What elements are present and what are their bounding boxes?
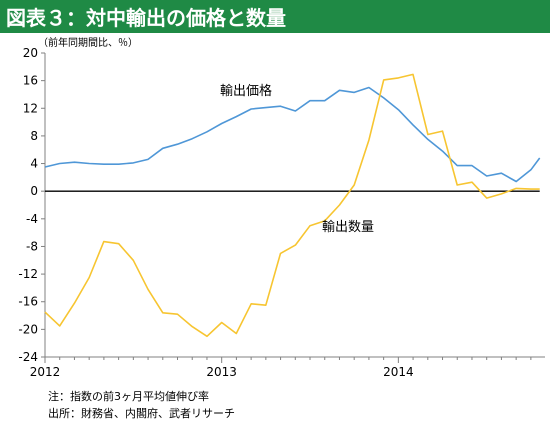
y-tick-label-5: 0 <box>30 184 38 198</box>
chart-area: （前年同期間比、％） 20 16 12 8 4 0 -4 -8 -12 -16 -20 -24 2012… <box>0 33 550 383</box>
y-tick-label-11: -24 <box>18 350 38 364</box>
series-line-1 <box>44 73 540 338</box>
y-tick-label-3: 8 <box>30 129 38 143</box>
annotation-price: 輸出価格 <box>220 83 272 99</box>
x-tick-label-2: 2014 <box>383 365 414 379</box>
y-tick-label-0: 20 <box>23 46 38 60</box>
footnote: 注：指数の前3ヶ月平均値伸び率 <box>48 390 209 403</box>
source-note: 出所：財務省、内閣府、武者リサーチ <box>48 407 235 420</box>
series-lines <box>44 73 541 338</box>
notes: 注：指数の前3ヶ月平均値伸び率 出所：財務省、内閣府、武者リサーチ <box>48 388 235 422</box>
y-tick-label-2: 12 <box>23 101 38 115</box>
y-tick-label-9: -16 <box>18 295 38 309</box>
y-tick-label-6: -4 <box>26 212 38 226</box>
annotation-quantity: 輸出数量 <box>322 220 374 235</box>
header-bar: 図表３：対中輸出の価格と数量 <box>0 0 550 33</box>
y-tick-label-1: 16 <box>23 74 38 88</box>
y-tick-label-7: -8 <box>26 239 38 253</box>
y-tick-label-4: 4 <box>30 157 38 171</box>
line-chart: （前年同期間比、％） 20 16 12 8 4 0 -4 -8 -12 -16 -20 -242012… <box>18 36 545 379</box>
chart-title: 図表３：対中輸出の価格と数量 <box>6 6 286 30</box>
x-tick-label-1: 2013 <box>206 365 237 379</box>
y-tick-label-10: -20 <box>18 322 38 336</box>
x-tick-label-0: 2012 <box>30 365 61 379</box>
y-tick-label-8: -12 <box>18 267 38 281</box>
series-line-0 <box>44 86 541 183</box>
unit-label: （前年同期間比、％） <box>38 36 138 49</box>
